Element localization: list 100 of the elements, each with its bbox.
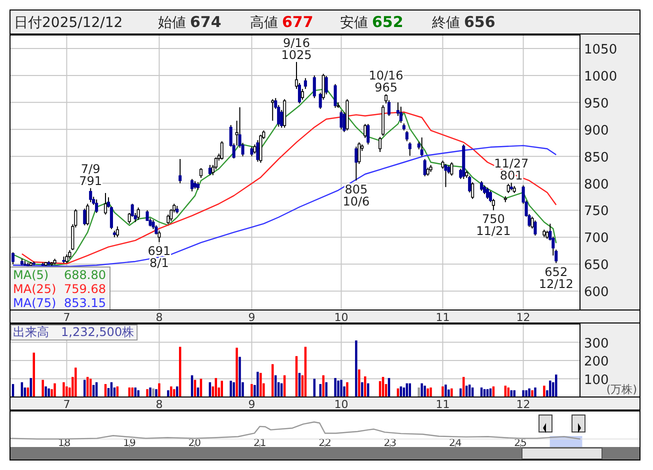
x-tick-label: 21	[253, 438, 266, 449]
bar	[173, 389, 176, 397]
bar	[337, 380, 340, 397]
text: 677	[282, 13, 314, 31]
y-tick-label: 900	[584, 123, 609, 138]
bar	[137, 390, 140, 397]
y-tick-label: 950	[584, 96, 609, 112]
bar	[319, 384, 322, 397]
text: 高値	[250, 15, 278, 31]
text: 2025/12/12	[42, 15, 123, 31]
text: MA(75)	[13, 296, 56, 310]
x-tick-label: 22	[318, 438, 332, 449]
bar	[531, 390, 534, 397]
y-tick-label: 650	[584, 258, 609, 274]
x-tick-label: 11	[436, 398, 450, 411]
text: 終値	[431, 15, 460, 31]
x-tick-label: 20	[188, 438, 202, 449]
bar	[131, 388, 134, 397]
y-tick-label: 1000	[584, 69, 618, 84]
bar	[256, 372, 259, 397]
x-tick-label: 25	[514, 438, 527, 449]
bar	[54, 383, 56, 397]
bar	[450, 388, 453, 397]
y-tick-label: 750	[584, 204, 609, 220]
text: 674	[190, 13, 222, 31]
bar	[322, 375, 324, 397]
bar	[525, 390, 528, 397]
y-axis-title: (万株)	[606, 383, 637, 396]
x-tick-label: 24	[448, 438, 462, 449]
y-tick-label: 700	[584, 231, 609, 246]
bar	[155, 389, 158, 397]
text: 始値	[158, 15, 186, 31]
bar	[134, 388, 136, 397]
y-tick-label: 1050	[584, 42, 618, 58]
annotation: 7/9 791	[79, 162, 102, 188]
x-tick-label: 7	[63, 398, 70, 411]
series-label: MA(25)	[13, 282, 56, 296]
annotation: 759.68	[64, 282, 106, 296]
bar	[167, 390, 170, 397]
x-tick-label: 10	[334, 311, 348, 324]
text: 652	[372, 13, 404, 31]
annotation: 691 8/1	[148, 244, 171, 270]
text: 日付	[14, 15, 42, 31]
bar	[510, 390, 512, 397]
annotation: 805 10/6	[342, 182, 370, 209]
annotation: 853.15	[64, 296, 106, 310]
bar	[48, 388, 50, 397]
x-tick-label: 19	[123, 438, 136, 449]
x-tick-label: 12	[516, 398, 530, 411]
text: 656	[464, 13, 496, 31]
bar	[549, 380, 552, 397]
x-tick-label: 7	[63, 311, 70, 324]
x-tick-label: 9	[248, 311, 256, 324]
x-tick-label: 9	[248, 398, 256, 411]
bar	[232, 382, 235, 397]
bar	[426, 388, 429, 397]
bar	[358, 369, 360, 397]
bar	[364, 376, 366, 397]
y-tick-label: 800	[584, 177, 609, 192]
bar	[430, 388, 432, 397]
bar	[230, 380, 232, 397]
bar	[418, 388, 420, 397]
bar	[346, 382, 348, 397]
bar	[170, 386, 172, 397]
bar	[420, 383, 423, 397]
bar	[355, 340, 358, 397]
x-tick-label: 8	[156, 311, 163, 324]
y-tick-label: 100	[584, 372, 609, 388]
bar	[250, 384, 253, 397]
annotation: 9/16 1025	[281, 36, 312, 62]
bar	[62, 382, 65, 397]
bar	[74, 368, 77, 397]
bar	[238, 356, 241, 397]
bar	[149, 388, 152, 397]
bar	[361, 382, 364, 397]
bar	[325, 382, 328, 397]
bar	[513, 390, 516, 397]
y-tick-label: 850	[584, 150, 609, 166]
series-label: MA(5)	[13, 268, 49, 282]
bar	[340, 380, 342, 397]
line-series	[12, 144, 557, 267]
x-tick-label: 12	[516, 311, 530, 324]
bar	[152, 388, 154, 397]
annotation: 688.80	[64, 268, 106, 282]
y-tick-label: 200	[584, 354, 609, 370]
bar	[44, 386, 47, 397]
bar	[260, 372, 262, 397]
bar	[522, 390, 524, 397]
y-tick-label: 300	[584, 336, 609, 352]
bar	[534, 388, 536, 397]
annotation: 750 11/21	[476, 212, 511, 238]
x-tick-label: 23	[384, 438, 397, 449]
bar	[442, 386, 444, 397]
x-tick-label: 8	[156, 398, 163, 411]
chart-title: 出来高 1,232,500株	[13, 325, 134, 339]
bar	[66, 386, 68, 397]
bar	[543, 386, 546, 397]
bar	[158, 383, 160, 397]
y-tick-label: 600	[584, 285, 609, 300]
x-tick-label: 11	[436, 311, 450, 324]
